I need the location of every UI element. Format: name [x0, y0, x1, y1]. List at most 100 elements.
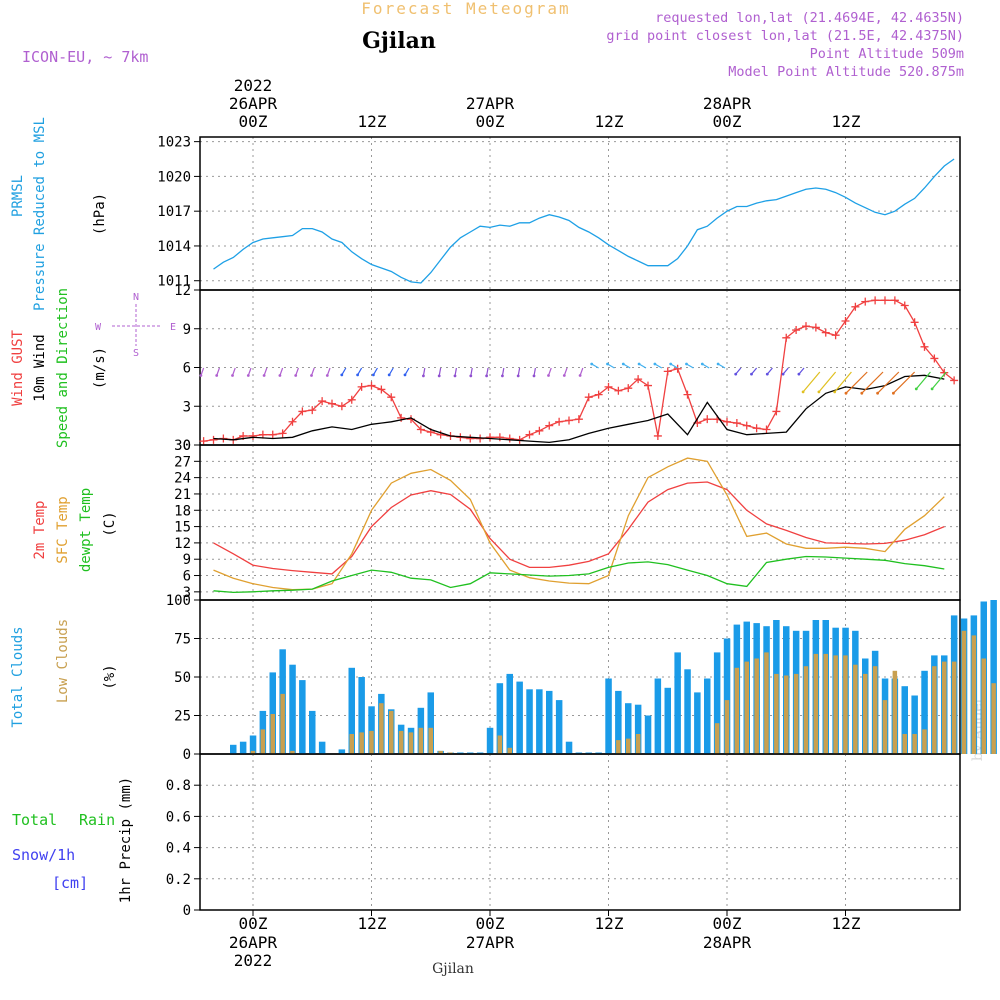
gust-marker	[604, 382, 613, 391]
total-cloud-bar	[546, 690, 553, 754]
bottom-hour-label: 12Z	[832, 914, 861, 933]
gust-marker	[772, 407, 781, 416]
wind-arrow-head	[215, 374, 219, 377]
bottom-hour-label: 12Z	[358, 914, 387, 933]
clouds-unit: (%)	[102, 664, 118, 689]
low-cloud-bar	[290, 750, 295, 754]
total-cloud-bar	[634, 704, 642, 754]
wind-arrow-head	[294, 374, 298, 377]
dewpt-temp-line	[213, 555, 945, 594]
bottom-hour-label: 12Z	[595, 914, 624, 933]
wind-arrow-head	[914, 387, 918, 391]
low-cloud-bar	[507, 747, 512, 754]
wind-arrow-head	[685, 362, 688, 366]
y-tick-label: 27	[174, 454, 191, 470]
wind-arrow-head	[485, 374, 488, 378]
y-tick-label: 6	[183, 569, 191, 585]
wind-arrow-head	[547, 374, 550, 377]
low-cloud-bar	[942, 661, 947, 754]
low-cloud-bar	[714, 723, 720, 754]
model-altitude: Model Point Altitude 520.875m	[728, 64, 964, 80]
wind-direction-label: Speed and Direction	[55, 288, 71, 448]
wind-gust-label: Wind GUST	[10, 330, 26, 406]
compass-w: W	[95, 322, 102, 333]
low-cloud-bar	[379, 703, 384, 754]
gust-marker	[486, 433, 494, 442]
gust-marker	[436, 430, 445, 439]
low-cloud-bar	[784, 675, 789, 754]
gust-marker	[278, 429, 287, 438]
low-cloud-bar	[971, 635, 977, 754]
low-cloud-bar	[270, 714, 275, 754]
low-cloud-bar	[418, 727, 424, 754]
wind-arrow-head	[278, 374, 282, 377]
gust-marker	[762, 425, 771, 434]
low-cloud-bar	[833, 655, 838, 754]
wind-arrow-head	[437, 374, 441, 378]
gust-marker	[584, 393, 593, 402]
gust-marker	[634, 375, 643, 384]
low-cloud-bar	[912, 734, 917, 754]
location-title: Gjilan	[362, 28, 436, 54]
y-tick-label: 30	[174, 438, 191, 454]
gust-marker	[495, 433, 504, 442]
temperature-frame	[199, 444, 961, 601]
total-cloud-bar	[299, 680, 306, 754]
gust-marker	[318, 397, 327, 406]
y-tick-label: 6	[183, 361, 191, 377]
wind-arrow-head	[453, 374, 457, 378]
total-cloud-bar	[674, 652, 681, 754]
total-cloud-bar	[516, 681, 523, 754]
low-cloud-bar	[754, 658, 759, 754]
wind-panel: 0 3 6 9 12	[174, 283, 961, 454]
wind-arrow-head	[469, 374, 473, 378]
total-cloud-bar	[289, 664, 296, 754]
precip-frame	[199, 753, 961, 911]
bottom-hour-label: 00Z	[476, 914, 505, 933]
requested-coords: requested lon,lat (21.4694E, 42.4635N)	[655, 10, 964, 26]
pressure-frame	[199, 136, 961, 291]
gust-marker	[594, 390, 603, 399]
wind-arrow	[802, 371, 821, 393]
low-cloud-bar	[744, 661, 749, 754]
top-hour-label: 12Z	[358, 112, 387, 131]
low-cloud-bar	[250, 750, 256, 754]
y-tick-label: 9	[183, 552, 191, 568]
wind-arrow-head	[892, 391, 895, 395]
low-cloud-bar	[774, 673, 779, 754]
gust-marker	[841, 317, 850, 325]
top-year-label: 2022	[234, 76, 273, 95]
gust-marker	[535, 426, 544, 435]
low-cloud-bar	[872, 666, 878, 754]
low-cloud-bar	[389, 710, 394, 754]
grid-point-coords: grid point closest lon,lat (21.5E, 42.43…	[606, 28, 964, 44]
low-cloud-bar	[823, 653, 828, 754]
bottom-location: Gjilan	[432, 961, 474, 977]
low-cloud-bar	[428, 727, 433, 754]
y-tick-label: 0.2	[166, 872, 191, 888]
low-cloud-bar	[863, 673, 868, 754]
gust-marker	[920, 342, 929, 351]
clouds-panel: 0 25 50 75 100	[166, 593, 997, 763]
wind-arrow	[834, 371, 852, 393]
wind-arrow-head	[750, 372, 753, 376]
total-cloud-bar	[318, 741, 326, 754]
wind-arrow-head	[817, 390, 821, 394]
low-cloud-bar	[961, 630, 967, 754]
wind-arrow-head	[310, 374, 313, 377]
low-cloud-bar	[280, 693, 285, 754]
chart-layer: 1011101410171020102303691236912151821242…	[157, 135, 997, 919]
y-tick-label: 0.4	[166, 841, 191, 857]
wind-arrow-head	[833, 390, 837, 394]
temp-2m-label: 2m Temp	[32, 500, 48, 559]
low-cloud-bar	[813, 653, 819, 754]
wind-arrow-head	[356, 373, 359, 377]
low-cloud-bar	[359, 732, 364, 754]
wind-arrow-head	[716, 362, 720, 366]
bottom-hour-label: 00Z	[239, 914, 268, 933]
y-tick-label: 0	[183, 438, 191, 454]
total-cloud-bar	[921, 670, 928, 754]
low-cloud-bar	[981, 658, 986, 754]
